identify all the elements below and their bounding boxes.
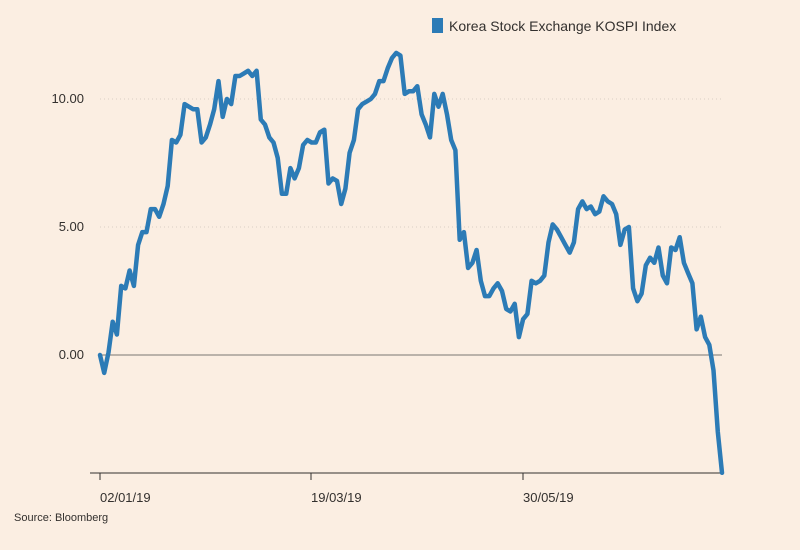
x-tick-label: 30/05/19 [523, 490, 574, 505]
legend: Korea Stock Exchange KOSPI Index [432, 18, 676, 34]
y-axis-ticks: 0.00 5.00 10.00 [51, 91, 84, 362]
legend-label: Korea Stock Exchange KOSPI Index [449, 18, 676, 34]
y-tick-label: 10.00 [51, 91, 84, 106]
source-note: Source: Bloomberg [14, 512, 108, 524]
grid-lines [100, 98, 722, 228]
series-line-kospi [97, 50, 725, 476]
x-tick-label: 19/03/19 [311, 490, 362, 505]
legend-swatch [432, 18, 443, 33]
x-axis-ticks: 02/01/19 19/03/19 30/05/19 [99, 473, 574, 505]
y-tick-label: 5.00 [59, 219, 84, 234]
x-tick-label: 02/01/19 [100, 490, 151, 505]
y-tick-label: 0.00 [59, 347, 84, 362]
